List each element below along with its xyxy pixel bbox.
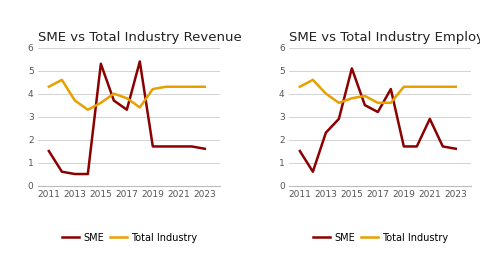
Total Industry <box>111 92 117 95</box>
SME <box>309 170 315 173</box>
Total Industry <box>72 99 78 102</box>
Total Industry <box>322 92 328 95</box>
SME <box>163 145 168 148</box>
Total Industry <box>452 85 458 88</box>
SME <box>59 170 65 173</box>
Total Industry <box>98 101 104 104</box>
Total Industry <box>59 78 65 81</box>
Legend: SME, Total Industry: SME, Total Industry <box>308 229 451 247</box>
SME <box>348 67 354 70</box>
Total Industry <box>176 85 181 88</box>
Text: SME vs Total Industry Employment: SME vs Total Industry Employment <box>289 31 480 44</box>
Total Industry <box>85 108 91 111</box>
SME <box>426 117 432 121</box>
Line: Total Industry: Total Industry <box>299 80 455 103</box>
Total Industry <box>426 85 432 88</box>
SME <box>137 60 143 63</box>
Line: SME: SME <box>299 68 455 172</box>
Total Industry <box>137 106 143 109</box>
SME <box>413 145 419 148</box>
Total Industry <box>374 101 380 104</box>
SME <box>124 108 130 111</box>
Total Industry <box>400 85 406 88</box>
SME <box>111 99 117 102</box>
Total Industry <box>124 97 130 100</box>
Line: SME: SME <box>49 61 204 174</box>
SME <box>452 147 458 150</box>
SME <box>176 145 181 148</box>
SME <box>335 117 341 121</box>
Text: SME vs Total Industry Revenue: SME vs Total Industry Revenue <box>38 31 242 44</box>
Total Industry <box>335 101 341 104</box>
SME <box>189 145 194 148</box>
Total Industry <box>361 94 367 98</box>
Total Industry <box>439 85 445 88</box>
SME <box>72 173 78 176</box>
Legend: SME, Total Industry: SME, Total Industry <box>58 229 201 247</box>
SME <box>150 145 156 148</box>
SME <box>85 173 91 176</box>
SME <box>439 145 445 148</box>
SME <box>361 104 367 107</box>
Line: Total Industry: Total Industry <box>49 80 204 110</box>
Total Industry <box>387 101 393 104</box>
Total Industry <box>348 97 354 100</box>
Total Industry <box>150 87 156 91</box>
SME <box>98 62 104 65</box>
SME <box>322 131 328 134</box>
Total Industry <box>309 78 315 81</box>
SME <box>374 111 380 114</box>
Total Industry <box>202 85 207 88</box>
Total Industry <box>163 85 168 88</box>
Total Industry <box>413 85 419 88</box>
SME <box>400 145 406 148</box>
SME <box>387 87 393 91</box>
Total Industry <box>46 85 52 88</box>
SME <box>202 147 207 150</box>
Total Industry <box>189 85 194 88</box>
SME <box>46 149 52 153</box>
Total Industry <box>296 85 302 88</box>
SME <box>296 149 302 153</box>
